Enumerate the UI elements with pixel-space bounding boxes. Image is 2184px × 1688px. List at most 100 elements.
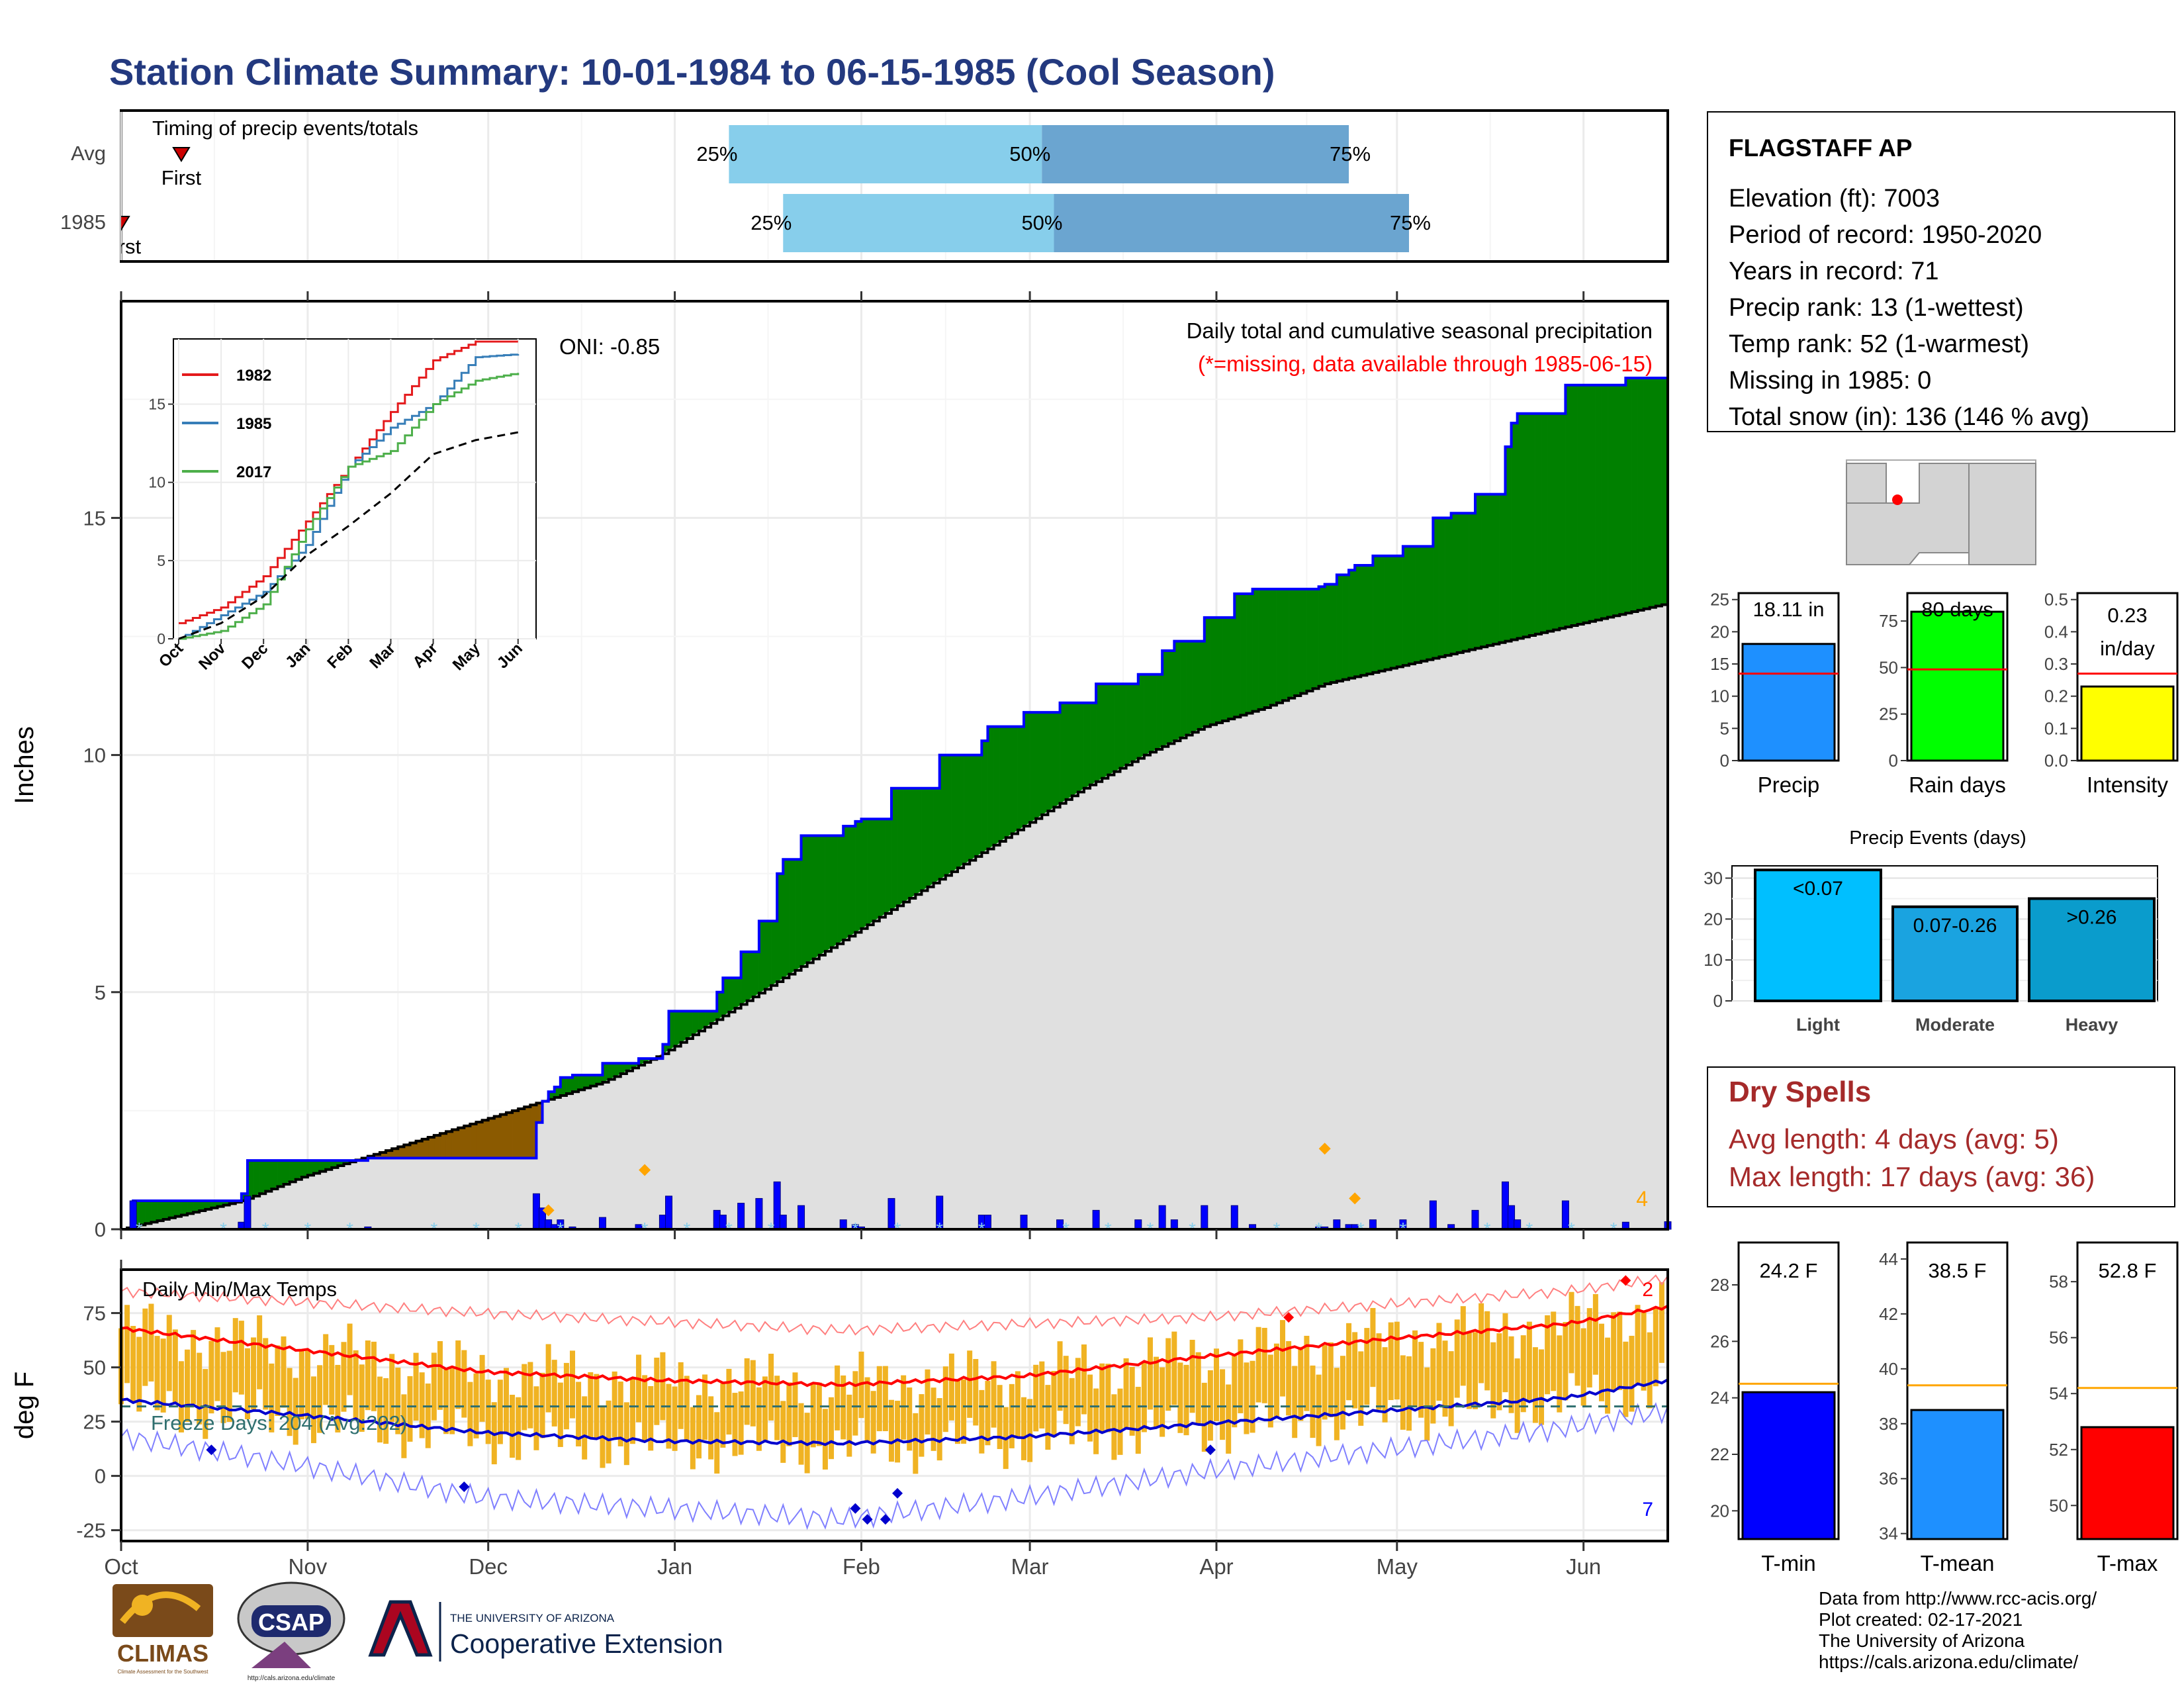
temp-y-tick-label: 34 xyxy=(1879,1524,1898,1544)
events-y-tick-label: 20 xyxy=(1704,909,1723,929)
daily-temp-bar xyxy=(931,1387,936,1451)
daily-temp-bar xyxy=(166,1315,172,1391)
inset-y-tick-label: 0 xyxy=(157,630,165,647)
temp-y-tick-label: 52 xyxy=(2049,1440,2068,1460)
daily-temp-bar xyxy=(1442,1340,1448,1417)
cumulative-difference-segment xyxy=(1174,641,1181,741)
temp-y-tick-label: 0 xyxy=(95,1465,106,1488)
daily-temp-bar xyxy=(997,1385,1003,1449)
ua-logo[interactable]: THE UNIVERSITY OF ARIZONA Cooperative Ex… xyxy=(368,1600,723,1662)
cumulative-difference-segment xyxy=(1258,588,1265,710)
daily-temp-bar xyxy=(1580,1328,1586,1406)
cumulative-difference-segment xyxy=(506,1110,513,1158)
timing-pct-25: 25% xyxy=(751,211,792,234)
timing-panel: Timing of precip events/totals Avg 1985 … xyxy=(60,109,1669,263)
temp-x-label-T-mean: T-mean xyxy=(1921,1551,1995,1575)
climas-logo[interactable]: CLIMAS Climate Assessment for the Southw… xyxy=(113,1584,213,1675)
events-category-label: Light xyxy=(1796,1015,1840,1035)
inset-legend-label-1985: 1985 xyxy=(236,415,271,433)
record-low-marker xyxy=(892,1487,903,1499)
daily-temp-bar xyxy=(461,1350,467,1418)
daily-temp-bar xyxy=(973,1358,979,1426)
cumulative-difference-segment xyxy=(927,788,934,888)
month-tick-label: Jan xyxy=(657,1554,692,1579)
daily-temp-bar xyxy=(1635,1305,1641,1384)
summary-x-label-Precip: Precip xyxy=(1758,773,1820,797)
csap-mountain-icon xyxy=(251,1642,311,1668)
logos: CLIMAS Climate Assessment for the Southw… xyxy=(113,1581,723,1682)
temperature-bar-charts: 24.2 F 20 22 24 26 28 T-min 38.5 F 34 36 38 40 42 44 T… xyxy=(1710,1241,2179,1575)
daily-temp-bar xyxy=(1647,1332,1653,1409)
climas-sun-icon xyxy=(132,1595,153,1616)
cumulative-difference-segment xyxy=(813,835,820,960)
daily-temp-bar xyxy=(1551,1311,1557,1391)
average-cumulative-area xyxy=(121,603,1668,1229)
daily-temp-bar xyxy=(154,1336,160,1411)
timing-panel-label: Timing of precip events/totals xyxy=(152,117,418,140)
daily-temp-bar xyxy=(1298,1346,1304,1421)
cumulative-difference-segment xyxy=(271,1160,278,1190)
month-tick-label: Jun xyxy=(1566,1554,1601,1579)
cumulative-difference-segment xyxy=(1601,385,1608,619)
daily-temp-bar xyxy=(985,1380,991,1446)
cumulative-difference-segment xyxy=(1619,385,1626,615)
cumulative-difference-segment xyxy=(1589,385,1596,622)
summary-y-tick-label: 75 xyxy=(1879,611,1898,631)
cumulative-difference-segment xyxy=(951,755,958,872)
temp-y-tick-label: 24 xyxy=(1710,1388,1729,1408)
daily-temp-bar xyxy=(1586,1308,1592,1387)
daily-temp-bar xyxy=(582,1396,588,1460)
daily-temp-bar xyxy=(1009,1383,1015,1448)
temp-y-tick-label: 36 xyxy=(1879,1469,1898,1489)
station-box-frame xyxy=(1707,111,2175,432)
daily-temp-bar xyxy=(1370,1307,1376,1387)
daily-temp-bar xyxy=(1267,1354,1273,1428)
cumulative-difference-segment xyxy=(1475,494,1482,649)
daily-precip-bar xyxy=(598,1217,606,1230)
temp-y-tick-label: 38 xyxy=(1879,1414,1898,1434)
cumulative-difference-segment xyxy=(1414,546,1422,663)
daily-temp-bar xyxy=(1069,1378,1075,1444)
record-low-marker xyxy=(1205,1444,1216,1456)
summary-y-tick-label: 0.4 xyxy=(2044,622,2068,641)
daily-temp-bar xyxy=(203,1369,208,1439)
daily-precip-bar xyxy=(779,1215,787,1230)
cumulative-difference-segment xyxy=(752,951,760,998)
daily-temp-bar xyxy=(298,1350,304,1420)
climas-wordmark: CLIMAS xyxy=(117,1640,208,1667)
cumulative-difference-segment xyxy=(831,835,838,948)
oni-label: ONI: -0.85 xyxy=(559,334,660,359)
daily-temp-bar xyxy=(882,1366,888,1431)
record-low-marker xyxy=(850,1503,861,1514)
daily-temp-bar xyxy=(901,1375,907,1440)
cumulative-difference-segment xyxy=(512,1108,519,1158)
daily-temp-bar xyxy=(533,1386,539,1450)
daily-temp-bar xyxy=(841,1375,846,1440)
cumulative-difference-segment xyxy=(1408,546,1416,665)
daily-temp-bar xyxy=(341,1342,347,1412)
inset-legend-label-2017: 2017 xyxy=(236,463,271,481)
precip-y-tick-label: 5 xyxy=(95,981,106,1004)
csap-logo[interactable]: CSAP http://cals.arizona.edu/climate xyxy=(237,1581,345,1682)
month-axis: Oct Nov Dec Jan Feb Mar Apr May Jun xyxy=(104,1260,1601,1579)
temp-y-tick-label: 50 xyxy=(83,1356,106,1380)
cumulative-difference-segment xyxy=(945,755,952,876)
temp-y-tick-label: 26 xyxy=(1710,1331,1729,1351)
cumulative-difference-segment xyxy=(957,755,964,868)
daily-temp-bar xyxy=(810,1383,816,1448)
daily-temp-bar xyxy=(395,1368,401,1434)
cumulative-difference-segment xyxy=(494,1114,501,1158)
daily-temp-bar xyxy=(792,1372,798,1437)
daily-temp-bar xyxy=(1135,1387,1141,1454)
timing-first-marker xyxy=(121,216,130,231)
daily-temp-bar xyxy=(907,1387,913,1451)
precip-missing-note: (*=missing, data available through 1985-… xyxy=(1198,352,1653,376)
footer-credits: Data from http://www.rcc-acis.org/ Plot … xyxy=(1819,1588,2097,1672)
daily-temp-bar xyxy=(1045,1385,1051,1450)
climas-logo-arc xyxy=(120,1591,201,1624)
summary-value-label-Intensity: 0.23 xyxy=(2107,604,2147,627)
ua-small-text: THE UNIVERSITY OF ARIZONA xyxy=(450,1612,615,1624)
daily-temp-bar xyxy=(1286,1340,1292,1416)
daily-temp-bar xyxy=(359,1364,365,1432)
